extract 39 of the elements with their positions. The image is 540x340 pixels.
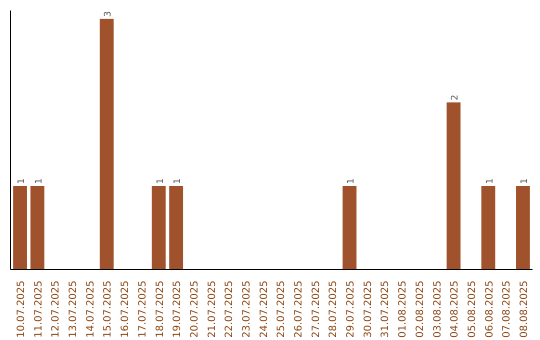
data-label: 1 [173, 178, 184, 184]
x-tick-label: 04.08.2025 [450, 280, 461, 338]
x-tick-label: 05.08.2025 [466, 280, 478, 338]
x-tick-label: 01.08.2025 [398, 280, 409, 338]
x-tick-label: 17.07.2025 [137, 280, 148, 338]
x-tick-label: 11.07.2025 [33, 280, 44, 338]
x-tick-label: 06.08.2025 [484, 280, 496, 338]
x-tick-label: 02.08.2025 [414, 280, 426, 338]
x-tick-label: 18.07.2025 [154, 280, 166, 338]
x-tick-label: 25.07.2025 [276, 280, 288, 338]
x-tick-label: 03.08.2025 [432, 280, 444, 338]
x-tick-label: 13.07.2025 [68, 280, 80, 338]
x-tick-label: 19.07.2025 [172, 280, 184, 338]
data-label: 2 [450, 94, 461, 100]
x-tick-label: 10.07.2025 [16, 280, 28, 338]
x-tick-label: 30.07.2025 [362, 280, 374, 338]
data-label: 1 [520, 178, 530, 184]
x-tick-label: 28.07.2025 [328, 280, 340, 338]
x-tick-label: 08.08.2025 [518, 280, 530, 338]
data-label: 3 [104, 11, 114, 17]
x-tick-label: 23.07.2025 [241, 280, 252, 338]
x-tick-label: 27.07.2025 [310, 280, 322, 338]
data-label: 1 [17, 178, 28, 184]
x-tick-label: 26.07.2025 [294, 280, 305, 338]
x-tick-label: 16.07.2025 [120, 280, 132, 338]
x-tick-label: 07.08.2025 [502, 280, 513, 338]
data-label: 1 [34, 178, 44, 184]
x-tick-label: 20.07.2025 [189, 280, 200, 338]
data-label: 1 [346, 178, 357, 184]
x-tick-label: 14.07.2025 [85, 280, 96, 338]
x-tick-label: 12.07.2025 [50, 280, 62, 338]
x-tick-label: 21.07.2025 [206, 280, 218, 338]
data-label: 1 [156, 178, 166, 184]
x-tick-label: 15.07.2025 [102, 280, 114, 338]
data-label: 1 [485, 178, 496, 184]
x-tick-label: 24.07.2025 [258, 280, 270, 338]
x-tick-label: 31.07.2025 [380, 280, 392, 338]
x-tick-label: 29.07.2025 [346, 280, 357, 338]
x-tick-label: 22.07.2025 [224, 280, 236, 338]
